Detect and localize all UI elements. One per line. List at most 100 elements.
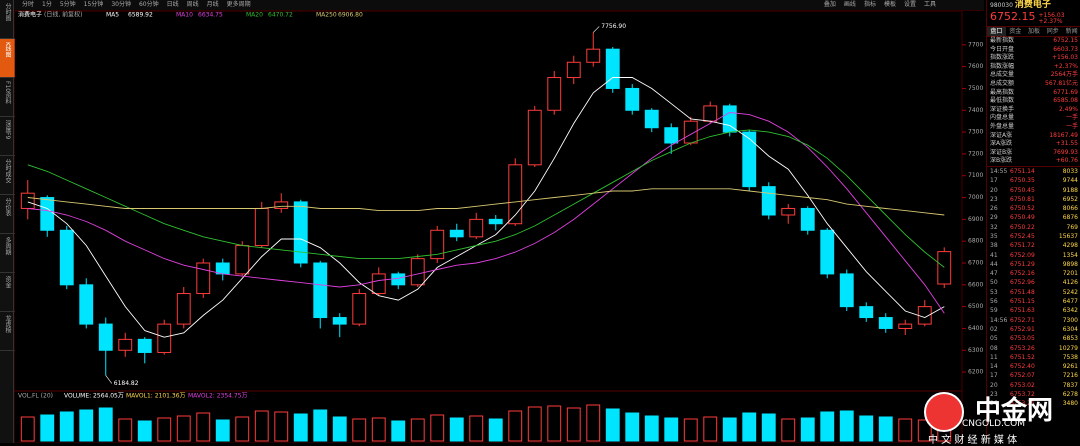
tick-cell: 6750.35 bbox=[1010, 177, 1035, 185]
quote-label: 最高指数 bbox=[990, 88, 1015, 96]
candle-body bbox=[742, 131, 757, 188]
candle-body bbox=[176, 293, 191, 325]
volume-legend: MAVOL1: 2101.36万 bbox=[126, 393, 186, 400]
side-tab[interactable]: 多周期 bbox=[0, 234, 15, 273]
tick-cell: 05 bbox=[990, 335, 998, 343]
candle-body bbox=[254, 207, 269, 247]
tick-cell: 7837 bbox=[1062, 381, 1078, 389]
candle-body bbox=[196, 262, 211, 295]
quote-tab[interactable]: 资金 bbox=[1009, 28, 1022, 35]
tick-cell: 26 bbox=[990, 205, 998, 213]
tick-row: 14 6752.40 9261 bbox=[987, 362, 1080, 371]
watermark-logo: 中金网 bbox=[975, 396, 1054, 426]
toolbar-item[interactable]: 15分钟 bbox=[83, 1, 104, 8]
tick-cell: 6753.02 bbox=[1010, 381, 1035, 389]
y-tick-label: 7200 bbox=[968, 150, 983, 157]
volume-bar bbox=[449, 417, 464, 442]
toolbar-item[interactable]: 5分钟 bbox=[59, 1, 76, 8]
tick-cell: 6752.07 bbox=[1010, 372, 1035, 380]
tick-cell: 6752.40 bbox=[1010, 363, 1035, 371]
volume-bar bbox=[859, 415, 874, 442]
side-tab[interactable]: 分时图 bbox=[0, 0, 15, 39]
toolbar-item[interactable]: 工具 bbox=[923, 1, 936, 8]
toolbar-item[interactable]: 分时 bbox=[22, 1, 35, 8]
tick-row: 53 6751.48 5242 bbox=[987, 288, 1080, 297]
quote-change-box: +156.03 +2.37% bbox=[1039, 12, 1065, 25]
tick-row: 17 6750.35 9744 bbox=[987, 176, 1080, 185]
volume-bar bbox=[254, 410, 269, 442]
volume-bar bbox=[644, 415, 659, 442]
toolbar-item[interactable]: 画线 bbox=[843, 1, 856, 8]
tick-row: 08 6753.26 10279 bbox=[987, 344, 1080, 353]
toolbar-item[interactable]: 1分 bbox=[42, 1, 52, 8]
quote-row: 深A涨跌 +31.55 bbox=[987, 140, 1080, 149]
candle-body bbox=[20, 192, 35, 209]
candle-body bbox=[410, 258, 425, 286]
volume-bar bbox=[430, 414, 445, 442]
toolbar-item[interactable]: 30分钟 bbox=[111, 1, 131, 8]
tick-row: 32 6750.22 769 bbox=[987, 223, 1080, 232]
tick-row: 35 6752.45 15637 bbox=[987, 232, 1080, 241]
side-tab[interactable]: K线图 bbox=[0, 39, 15, 78]
quote-label: 内盘总量 bbox=[990, 114, 1015, 122]
side-tab[interactable]: 龙虎榜 bbox=[0, 312, 15, 351]
candle-body bbox=[566, 61, 581, 79]
side-tab[interactable]: 深度F9 bbox=[0, 117, 15, 156]
quote-value: +31.55 bbox=[1055, 140, 1078, 148]
tick-cell: 6304 bbox=[1062, 325, 1078, 333]
volume-bar bbox=[40, 414, 55, 442]
toolbar-item[interactable]: 月线 bbox=[206, 1, 219, 8]
quote-tab[interactable]: 加板 bbox=[1027, 28, 1040, 35]
quote-value: 6603.73 bbox=[1053, 45, 1078, 53]
y-tick-label: 6500 bbox=[968, 303, 983, 310]
quote-row: 总成交额 567.81亿元 bbox=[987, 80, 1080, 89]
tick-cell: 6751.72 bbox=[1010, 242, 1035, 250]
quote-value: +60.76 bbox=[1055, 157, 1078, 165]
quote-row: 总成交量 2564万手 bbox=[987, 71, 1080, 80]
toolbar-item[interactable]: 设置 bbox=[903, 1, 916, 8]
volume-bar bbox=[800, 417, 815, 442]
sidebar: 分时图 K线图 F10资料 深度F9 分时成交 分价表 多周期 资金 龙虎榜 bbox=[0, 0, 15, 443]
quote-label: 指数涨幅 bbox=[990, 62, 1015, 70]
toolbar-item[interactable]: 周线 bbox=[186, 1, 199, 8]
candle-body bbox=[586, 48, 601, 63]
tick-cell: 38 bbox=[990, 242, 998, 250]
volume-bar bbox=[371, 417, 386, 442]
volume-bar bbox=[59, 411, 74, 442]
tick-row: 26 6750.52 8066 bbox=[987, 204, 1080, 213]
volume-bar bbox=[196, 412, 211, 442]
quote-label: 深证A涨 bbox=[990, 131, 1013, 139]
toolbar-left: 分时 1分 5分钟 15分钟 30分钟 60分钟 日线 周线 月线 更多周期 bbox=[14, 1, 259, 8]
candle-body bbox=[274, 201, 289, 209]
ma-legend-name: MA250 bbox=[316, 12, 337, 19]
quote-row: 深证A涨 18167.49 bbox=[987, 132, 1080, 141]
toolbar-item[interactable]: 模板 bbox=[883, 1, 896, 8]
y-tick-label: 6800 bbox=[968, 238, 983, 245]
quote-tab[interactable]: 同步 bbox=[1046, 28, 1059, 35]
candle-body bbox=[644, 109, 659, 129]
tick-cell: 4126 bbox=[1062, 279, 1078, 287]
tick-cell: 59 bbox=[990, 307, 998, 315]
y-tick-label: 6400 bbox=[968, 325, 983, 332]
ma-legend-value: 6470.72 bbox=[268, 12, 293, 19]
annotation-label: 6184.82 bbox=[114, 380, 139, 387]
side-tab[interactable]: 分时成交 bbox=[0, 156, 15, 195]
toolbar-item[interactable]: 指标 bbox=[863, 1, 876, 8]
side-tab[interactable]: 资金 bbox=[0, 273, 15, 312]
toolbar-item[interactable]: 更多周期 bbox=[226, 1, 251, 8]
toolbar-item[interactable]: 叠加 bbox=[823, 1, 836, 8]
volume-bar bbox=[79, 409, 94, 442]
toolbar-item[interactable]: 日线 bbox=[166, 1, 179, 8]
tick-cell: 6750.81 bbox=[1010, 195, 1035, 203]
tick-cell: 6278 bbox=[1062, 391, 1078, 399]
quote-row: 外盘总量 一手 bbox=[987, 123, 1080, 132]
toolbar-item[interactable]: 60分钟 bbox=[138, 1, 159, 8]
tick-cell: 6753.05 bbox=[1010, 335, 1035, 343]
quote-tab[interactable]: 盘口 bbox=[987, 27, 1006, 36]
candle-body bbox=[820, 229, 835, 275]
side-tab[interactable]: F10资料 bbox=[0, 78, 15, 117]
tick-row: 02 6752.91 6304 bbox=[987, 325, 1080, 334]
ma-legend-name: MA5 bbox=[106, 12, 119, 19]
side-tab[interactable]: 分价表 bbox=[0, 195, 15, 234]
quote-tab[interactable]: 新闻 bbox=[1065, 28, 1078, 35]
